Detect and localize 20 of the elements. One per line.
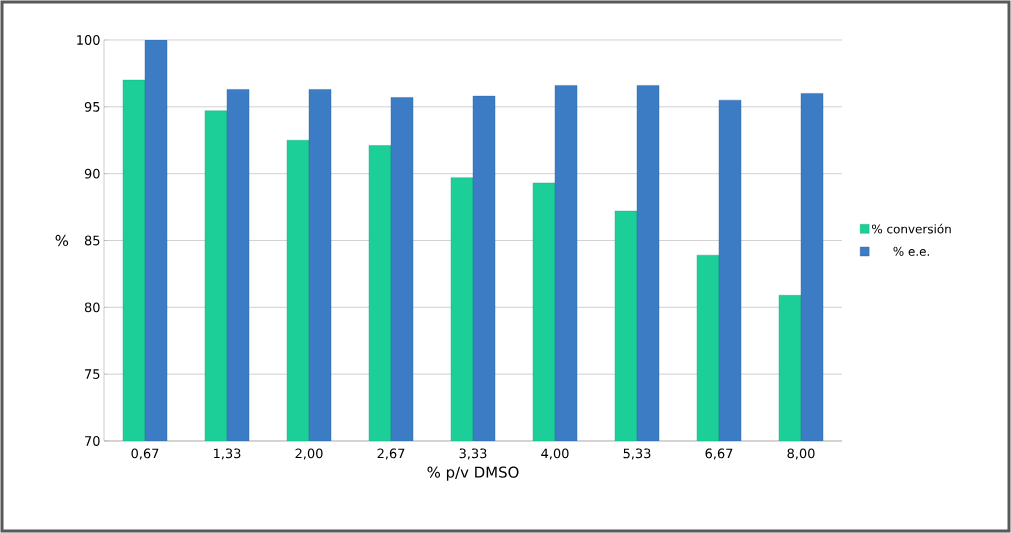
x-tick-label: 6,67 bbox=[705, 448, 733, 460]
y-tick-label: 80 bbox=[84, 302, 100, 313]
legend-label: % conversión bbox=[872, 223, 951, 234]
y-tick-label: 85 bbox=[84, 235, 100, 246]
y-tick-label: 75 bbox=[85, 369, 100, 379]
y-tick-label: 100 bbox=[77, 35, 100, 45]
x-tick-label: 2,67 bbox=[377, 448, 405, 460]
y-tick-label: 95 bbox=[84, 101, 100, 112]
x-tick-label: 4,00 bbox=[541, 448, 569, 460]
legend-label: % e.e. bbox=[893, 246, 929, 256]
y-tick-label: 90 bbox=[84, 168, 100, 179]
x-tick-label: 2,00 bbox=[295, 448, 323, 460]
x-tick-label: 3,33 bbox=[459, 448, 487, 460]
x-axis-title: % p/v DMSO bbox=[427, 466, 519, 481]
y-tick-label: 70 bbox=[85, 436, 100, 446]
x-tick-label: 0,67 bbox=[131, 448, 159, 460]
x-tick-label: 8,00 bbox=[787, 448, 815, 460]
x-tick-label: 1,33 bbox=[214, 448, 241, 460]
x-tick-label: 5,33 bbox=[623, 448, 651, 460]
y-axis-title: % bbox=[55, 234, 69, 247]
